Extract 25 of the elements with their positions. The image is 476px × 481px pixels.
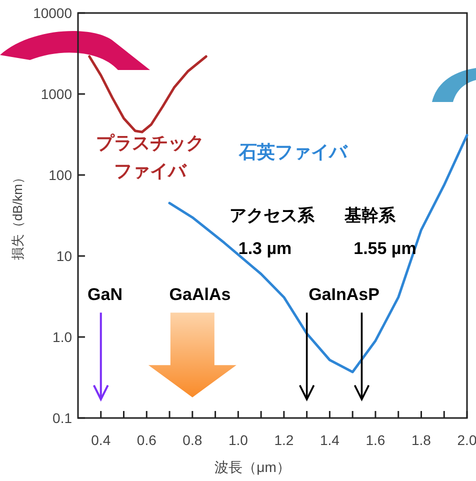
y-tick-label: 1.0 xyxy=(52,329,72,345)
x-tick-label: 1.4 xyxy=(320,432,340,448)
y-tick-label: 0.1 xyxy=(52,410,72,426)
x-tick-label: 1.6 xyxy=(366,432,386,448)
y-tick-label: 100 xyxy=(48,167,72,183)
text: 石英ファイバ xyxy=(238,142,348,162)
y-tick-label: 10000 xyxy=(33,5,72,21)
x-tick-label: 1.8 xyxy=(412,432,432,448)
x-tick-label: 0.6 xyxy=(136,432,157,448)
y-tick-label: 1000 xyxy=(40,86,72,102)
y-axis-title: 損失（dB/km） xyxy=(10,171,25,260)
series-label: プラスチックファイバ xyxy=(96,133,204,181)
annotation: 基幹系 xyxy=(344,206,396,225)
x-tick-label: 1.2 xyxy=(274,432,294,448)
text: 2.0 xyxy=(457,432,476,448)
annotation: GaN xyxy=(88,285,122,304)
annotation: GaAlAs xyxy=(169,285,231,304)
annotation: 1.3 µm xyxy=(238,239,292,258)
x-tick-label: 0.8 xyxy=(182,432,202,448)
y-tick-label: 10 xyxy=(56,248,72,264)
annotation: GaInAsP xyxy=(308,285,380,304)
annotation: アクセス系 xyxy=(230,206,316,225)
x-tick-label: 0.4 xyxy=(91,432,111,448)
x-axis-title: 波長（μm） xyxy=(214,459,290,475)
text: 1.0 xyxy=(228,432,248,448)
